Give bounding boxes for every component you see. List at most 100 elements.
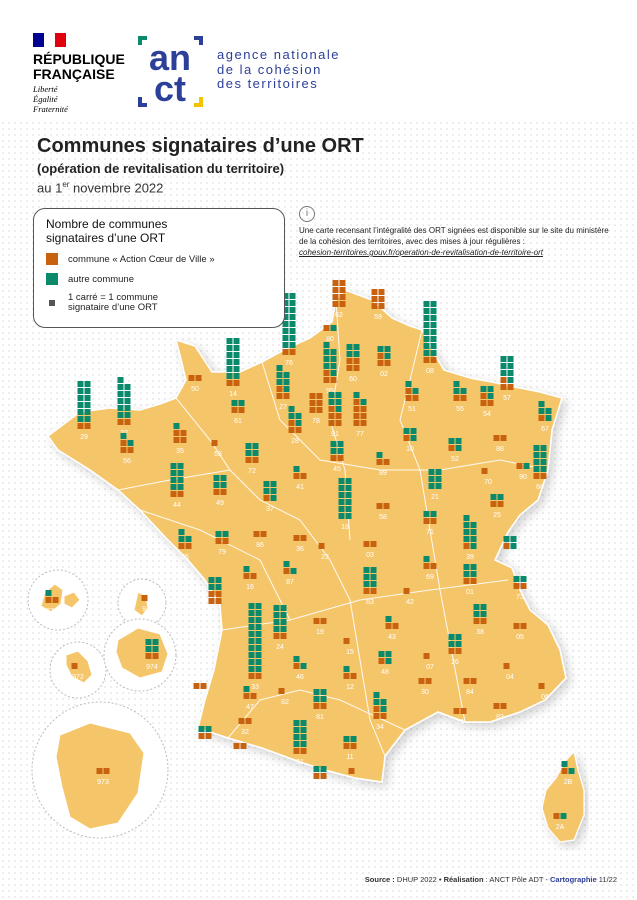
autre-square <box>453 388 460 394</box>
acv-square <box>463 678 470 684</box>
autre-square <box>338 513 345 519</box>
autre-square <box>270 481 277 487</box>
autre-square <box>124 384 131 390</box>
acv-square <box>507 384 514 390</box>
autre-square <box>463 536 470 542</box>
autre-square <box>127 440 134 446</box>
autre-square <box>480 604 487 610</box>
department-52: 52 <box>448 438 462 463</box>
department-code-label: 44 <box>173 502 181 509</box>
rf-motto: Liberté Égalité Fraternité <box>33 84 68 114</box>
autre-square <box>540 445 547 451</box>
autre-square <box>337 448 344 454</box>
acv-square <box>513 623 520 629</box>
legend-item-autre: autre commune <box>46 273 272 285</box>
department-code-label: 59 <box>374 314 382 321</box>
acv-square <box>500 703 507 709</box>
autre-square <box>295 413 302 419</box>
acv-square <box>371 289 378 295</box>
autre-square <box>293 727 300 733</box>
autre-square <box>513 576 520 582</box>
autre-square <box>463 529 470 535</box>
autre-square <box>222 531 229 537</box>
acv-square <box>309 407 316 413</box>
acv-square <box>295 427 302 433</box>
autre-square <box>77 395 84 401</box>
department-23: 23 <box>318 543 329 561</box>
acv-square <box>378 296 385 302</box>
department-82: 82 <box>278 688 289 706</box>
department-code-label: 91 <box>331 431 339 438</box>
department-code-label: 31 <box>296 759 304 766</box>
autre-square <box>430 336 437 342</box>
department-36: 36 <box>293 535 307 553</box>
autre-square <box>289 328 296 334</box>
acv-square <box>430 518 437 524</box>
department-68: 68 <box>533 445 547 491</box>
autre-square <box>117 384 124 390</box>
acv-square <box>328 406 335 412</box>
autre-square <box>248 631 255 637</box>
department-972: 972 <box>71 663 84 681</box>
autre-square <box>540 459 547 465</box>
info-icon: i <box>299 206 315 222</box>
autre-square <box>435 469 442 475</box>
acv-square <box>316 400 323 406</box>
autre-square <box>507 363 514 369</box>
autre-square <box>453 381 460 387</box>
acv-square <box>339 280 346 286</box>
autre-square <box>410 428 417 434</box>
acv-square <box>363 588 370 594</box>
legend-unit-label: 1 carré = 1 commune signataire d’une ORT <box>68 292 159 313</box>
acv-square <box>200 683 207 689</box>
autre-square <box>293 741 300 747</box>
autre-square <box>380 706 387 712</box>
department-code-label: 25 <box>493 512 501 519</box>
autre-square <box>283 386 290 392</box>
carto-label: Cartographie <box>550 875 597 884</box>
autre-square <box>423 556 430 562</box>
acv-square <box>405 395 412 401</box>
acv-square <box>380 713 387 719</box>
acv-square <box>293 748 300 754</box>
autre-square <box>323 363 330 369</box>
autre-square <box>289 314 296 320</box>
autre-square <box>248 659 255 665</box>
department-code-label: 27 <box>279 404 287 411</box>
department-14: 14 <box>226 338 240 398</box>
department-60: 60 <box>346 344 360 383</box>
department-40: 40 <box>193 683 207 701</box>
acv-square <box>330 455 337 461</box>
department-code-label: 23 <box>321 554 329 561</box>
acv-square <box>280 633 287 639</box>
autre-square <box>270 495 277 501</box>
department-61: 61 <box>231 400 245 425</box>
department-code-label: 2A <box>556 824 565 831</box>
department-45: 45 <box>330 441 344 473</box>
autre-square <box>538 408 545 414</box>
acv-square <box>463 543 470 549</box>
autre-square <box>338 478 345 484</box>
acv-square <box>490 501 497 507</box>
department-code-label: 29 <box>80 434 88 441</box>
acv-square <box>378 658 385 664</box>
department-code-label: 65 <box>236 754 244 761</box>
autre-square <box>350 736 357 742</box>
department-973: 973 <box>96 768 110 786</box>
acv-square <box>425 678 432 684</box>
autre-square <box>345 492 352 498</box>
department-code-label: 66 <box>351 779 359 786</box>
department-27: 27 <box>276 365 290 411</box>
department-code-label: 13 <box>456 719 464 726</box>
acv-square <box>339 294 346 300</box>
ort-link[interactable]: cohesion-territoires.gouv.fr/operation-d… <box>299 248 543 257</box>
autre-square <box>213 482 220 488</box>
autre-square <box>276 379 283 385</box>
autre-square <box>170 484 177 490</box>
acv-square <box>188 375 195 381</box>
department-code-label: 07 <box>426 664 434 671</box>
autre-square <box>435 476 442 482</box>
acv-square <box>198 733 205 739</box>
acv-square <box>448 445 455 451</box>
autre-square <box>428 476 435 482</box>
